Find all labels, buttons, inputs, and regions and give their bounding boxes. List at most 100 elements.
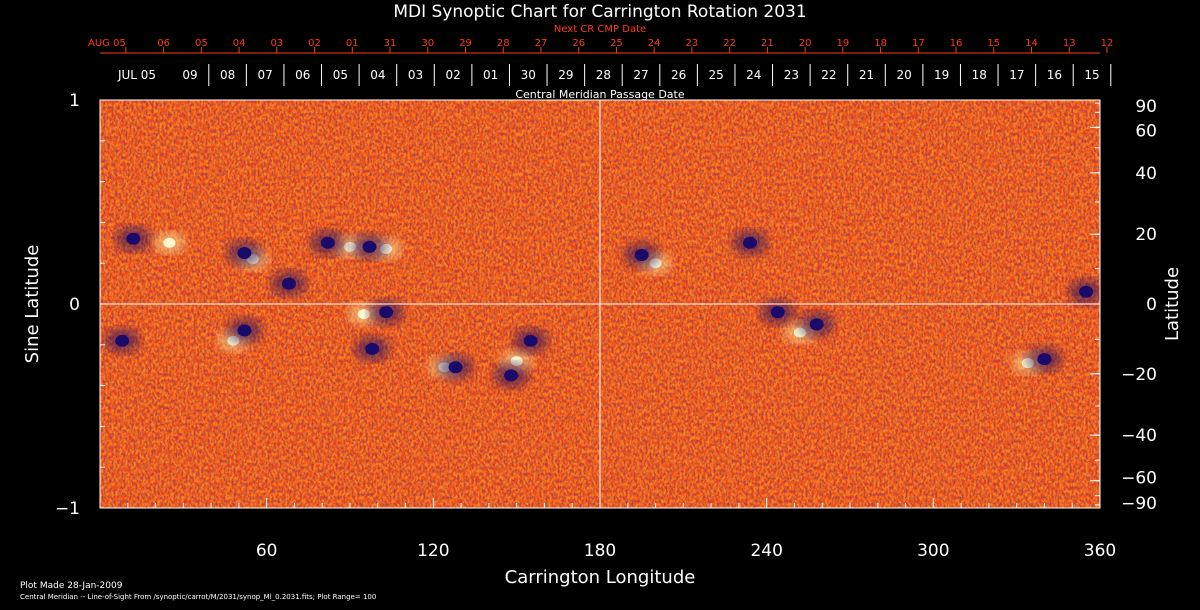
negative-flux-region [237, 324, 252, 337]
negative-flux-region [281, 277, 296, 290]
negative-flux-region [1037, 353, 1052, 366]
top-red-date-label: 19 [836, 38, 849, 49]
top-white-date-label: 08 [220, 68, 235, 82]
negative-flux-region [126, 232, 141, 245]
y-right-tick-label: 20 [1135, 225, 1157, 245]
negative-flux-region [115, 334, 130, 347]
y-right-tick-label: 40 [1135, 164, 1157, 184]
top-red-date-label: 26 [572, 38, 585, 49]
top-white-date-label: 15 [1084, 68, 1099, 82]
negative-flux-region [320, 236, 335, 249]
y-axis-title-left: Sine Latitude [22, 245, 43, 364]
top-white-date-label: 21 [859, 68, 874, 82]
negative-flux-region [634, 249, 649, 262]
negative-flux-region [504, 369, 519, 382]
top-white-date-label: 04 [370, 68, 385, 82]
negative-flux-region [770, 306, 785, 319]
top-white-date-label: 03 [408, 68, 423, 82]
top-red-date-label: 02 [308, 38, 321, 49]
x-tick-label: 120 [417, 541, 449, 561]
top-white-date-label: 20 [896, 68, 911, 82]
top-white-date-label: 26 [671, 68, 686, 82]
top-white-date-label: 17 [1009, 68, 1024, 82]
top-white-date-label: 24 [746, 68, 761, 82]
positive-flux-region [163, 237, 176, 248]
negative-flux-region [448, 361, 463, 374]
y-left-tick-label: −1 [55, 499, 80, 519]
y-right-tick-label: 90 [1135, 97, 1157, 117]
top-white-date-label: 07 [258, 68, 273, 82]
top-red-date-label: 30 [421, 38, 434, 49]
chart-title: MDI Synoptic Chart for Carrington Rotati… [393, 2, 806, 22]
y-left-tick-label: 0 [69, 295, 80, 315]
y-right-tick-label: 0 [1146, 295, 1157, 315]
top-red-date-label: 06 [157, 38, 170, 49]
top-white-date-label: 22 [821, 68, 836, 82]
top-red-date-label: 05 [195, 38, 208, 49]
top-white-date-label: JUL 05 [117, 68, 156, 82]
top-white-axis-label: Central Meridian Passage Date [515, 88, 684, 101]
y-right-tick-label: −40 [1121, 426, 1157, 446]
top-white-date-label: 19 [934, 68, 949, 82]
top-red-date-label: 16 [950, 38, 963, 49]
x-axis-title: Carrington Longitude [505, 567, 696, 588]
y-right-tick-label: 60 [1135, 121, 1157, 141]
y-right-tick-label: −60 [1121, 469, 1157, 489]
negative-flux-region [379, 306, 394, 319]
y-left-tick-label: 1 [69, 91, 80, 111]
top-red-date-label: 31 [384, 38, 397, 49]
top-white-date-label: 25 [709, 68, 724, 82]
top-red-date-label: 13 [1063, 38, 1076, 49]
negative-flux-region [1079, 285, 1094, 298]
y-right-tick-label: −20 [1121, 365, 1157, 385]
top-red-date-label: 15 [987, 38, 1000, 49]
top-red-date-label: 23 [686, 38, 699, 49]
x-tick-label: 180 [584, 541, 616, 561]
negative-flux-region [523, 334, 538, 347]
active-regions [104, 225, 1100, 389]
source-note: Central Meridian -- Line-of-Sight From /… [20, 593, 376, 601]
top-red-date-label: 01 [346, 38, 359, 49]
top-red-date-label: 27 [535, 38, 548, 49]
top-white-date-label: 28 [596, 68, 611, 82]
top-white-date-label: 09 [182, 68, 197, 82]
top-red-date-label: 24 [648, 38, 661, 49]
negative-flux-region [237, 247, 252, 259]
top-red-date-label: 17 [912, 38, 925, 49]
top-white-date-label: 02 [445, 68, 460, 82]
x-tick-label: 300 [917, 541, 949, 561]
y-right-tick-label: −90 [1121, 494, 1157, 514]
top-red-axis-label: Next CR CMP Date [554, 24, 646, 35]
top-red-date-label: 28 [497, 38, 510, 49]
top-white-date-label: 30 [521, 68, 536, 82]
plot-made-note: Plot Made 28-Jan-2009 [20, 581, 123, 591]
negative-flux-region [809, 318, 824, 331]
top-white-date-label: 05 [333, 68, 348, 82]
top-red-date-label: 25 [610, 38, 623, 49]
top-red-date-label: 03 [270, 38, 283, 49]
top-white-date-label: 29 [558, 68, 573, 82]
x-tick-label: 360 [1084, 541, 1116, 561]
top-red-date-label: 21 [761, 38, 774, 49]
top-white-date-label: 18 [972, 68, 987, 82]
top-red-date-label: 18 [874, 38, 887, 49]
top-red-date-label: 04 [233, 38, 246, 49]
top-white-date-label: 16 [1047, 68, 1062, 82]
top-white-date-label: 01 [483, 68, 498, 82]
top-red-date-label: AUG 05 [88, 38, 126, 49]
y-axis-title-right: Latitude [1162, 267, 1183, 341]
top-red-date-label: 12 [1101, 38, 1114, 49]
top-red-date-label: 29 [459, 38, 472, 49]
top-white-date-label: 06 [295, 68, 310, 82]
top-red-date-label: 20 [799, 38, 812, 49]
negative-flux-region [743, 236, 757, 249]
x-tick-label: 60 [256, 541, 278, 561]
positive-flux-region [357, 309, 370, 320]
top-white-date-label: 23 [784, 68, 799, 82]
top-white-date-label: 27 [633, 68, 648, 82]
top-red-date-label: 22 [723, 38, 736, 49]
negative-flux-region [365, 342, 380, 355]
negative-flux-region [362, 240, 377, 253]
top-red-date-label: 14 [1025, 38, 1038, 49]
